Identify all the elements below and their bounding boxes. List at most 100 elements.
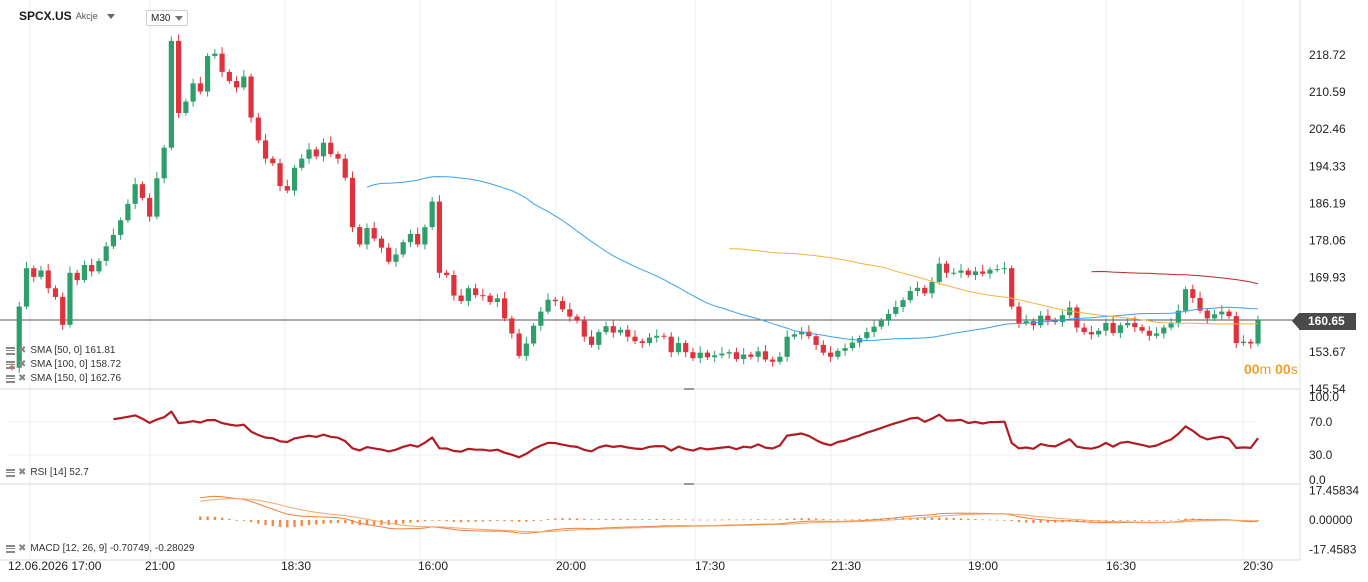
legend-sma50-label: SMA [50, 0] 161.81	[30, 345, 116, 356]
drag-handle-icon[interactable]	[6, 374, 15, 383]
candle-body	[45, 270, 51, 289]
candle-body	[1096, 330, 1102, 335]
legend-rsi[interactable]: ✖ RSI [14] 52.7	[6, 467, 89, 478]
macd-histogram-bar	[1046, 520, 1050, 523]
drag-handle-icon[interactable]	[6, 544, 15, 553]
macd-histogram-bar	[706, 519, 709, 521]
macd-histogram-bar	[525, 520, 528, 522]
candle-body	[965, 270, 971, 276]
candle-body	[1016, 306, 1022, 323]
candle-body	[791, 334, 797, 337]
last-price-tag: 160.65	[1292, 313, 1356, 330]
candle-body	[1023, 321, 1029, 323]
macd-histogram-bar	[785, 518, 789, 520]
candle-body	[538, 311, 544, 326]
candle-body	[1139, 327, 1145, 331]
close-icon[interactable]: ✖	[18, 359, 27, 370]
time-axis-tick-label: 21:00	[145, 559, 175, 573]
close-icon[interactable]: ✖	[18, 467, 27, 478]
symbol-dropdown-icon[interactable]	[106, 13, 115, 19]
candle-body	[328, 142, 334, 155]
candle	[603, 321, 609, 335]
macd-histogram-bar	[257, 520, 260, 524]
price-axis-tick-label: 169.93	[1309, 271, 1346, 285]
legend-macd[interactable]: ✖ MACD [12, 26, 9] -0.70749, -0.28029	[6, 543, 194, 554]
candle-body	[1081, 327, 1087, 333]
candle	[1125, 318, 1131, 329]
candle	[335, 151, 341, 164]
candle-body	[748, 354, 754, 357]
candle	[784, 330, 790, 362]
drag-handle-icon[interactable]	[6, 360, 15, 369]
legend-sma50[interactable]: ✖ SMA [50, 0] 161.81	[6, 345, 115, 356]
macd-histogram-bar	[322, 520, 325, 524]
candle-body	[1153, 333, 1160, 336]
candle	[878, 317, 884, 330]
candle	[1153, 327, 1160, 339]
macd-histogram-bar	[836, 519, 840, 521]
candle-body	[668, 336, 674, 353]
macd-histogram-bar	[858, 519, 861, 521]
close-icon[interactable]: ✖	[18, 345, 27, 356]
candle	[516, 328, 522, 359]
candle	[139, 181, 145, 201]
timeframe-select[interactable]: M30	[146, 10, 188, 26]
candle	[52, 285, 59, 300]
candle-body	[943, 263, 950, 273]
candle	[661, 333, 667, 340]
macd-histogram-bar	[1053, 520, 1057, 523]
candle-body	[262, 140, 269, 159]
candle-body	[219, 53, 225, 72]
legend-rsi-label: RSI [14] 52.7	[30, 467, 89, 478]
candle	[393, 248, 399, 267]
candle-body	[422, 227, 428, 245]
macd-histogram-bar	[684, 519, 687, 521]
candle-body	[1211, 314, 1218, 319]
candle-body	[864, 332, 870, 339]
legend-sma100[interactable]: ✖ SMA [100, 0] 158.72	[6, 359, 121, 370]
candle-body	[74, 272, 80, 281]
candle	[349, 171, 356, 233]
legend-sma150[interactable]: ✖ SMA [150, 0] 162.76	[6, 373, 121, 384]
candle	[733, 347, 740, 362]
candle	[219, 47, 225, 77]
candle	[907, 286, 913, 303]
candle-body	[936, 263, 942, 282]
symbol-name[interactable]: SPCX.US	[19, 9, 72, 23]
candle-body	[400, 242, 406, 255]
close-icon[interactable]: ✖	[18, 543, 27, 554]
macd-histogram-bar	[583, 518, 586, 520]
candle	[241, 70, 247, 91]
macd-histogram-bar	[365, 520, 369, 526]
close-icon[interactable]: ✖	[18, 373, 27, 384]
macd-histogram-bar	[894, 518, 897, 520]
macd-axis-tick-label: -17.4583	[1309, 543, 1357, 557]
macd-histogram-bar	[590, 519, 593, 521]
price-axis-tick-label: 218.72	[1309, 48, 1346, 62]
candle	[617, 327, 624, 336]
macd-histogram-bar	[271, 520, 274, 527]
candle-body	[96, 260, 102, 272]
candle	[965, 267, 971, 278]
candle	[400, 239, 406, 258]
macd-histogram-bar	[945, 517, 948, 520]
candle	[900, 297, 906, 313]
drag-handle-icon[interactable]	[6, 346, 15, 355]
candle	[958, 264, 964, 278]
candle-body	[929, 281, 935, 294]
candle	[1110, 316, 1116, 336]
candle	[856, 335, 863, 348]
macd-signal-line	[200, 498, 1259, 533]
candle-body	[480, 295, 486, 297]
symbol-header[interactable]: SPCX.US Akcje	[19, 9, 115, 23]
panel-resize-handle	[684, 483, 694, 485]
macd-histogram-bar	[1003, 519, 1006, 521]
candle	[233, 76, 240, 93]
macd-histogram-bar	[677, 519, 680, 521]
candle-body	[987, 269, 993, 274]
candle-body	[1182, 289, 1189, 311]
candle-body	[67, 272, 73, 325]
candle	[799, 327, 805, 340]
drag-handle-icon[interactable]	[6, 468, 15, 477]
